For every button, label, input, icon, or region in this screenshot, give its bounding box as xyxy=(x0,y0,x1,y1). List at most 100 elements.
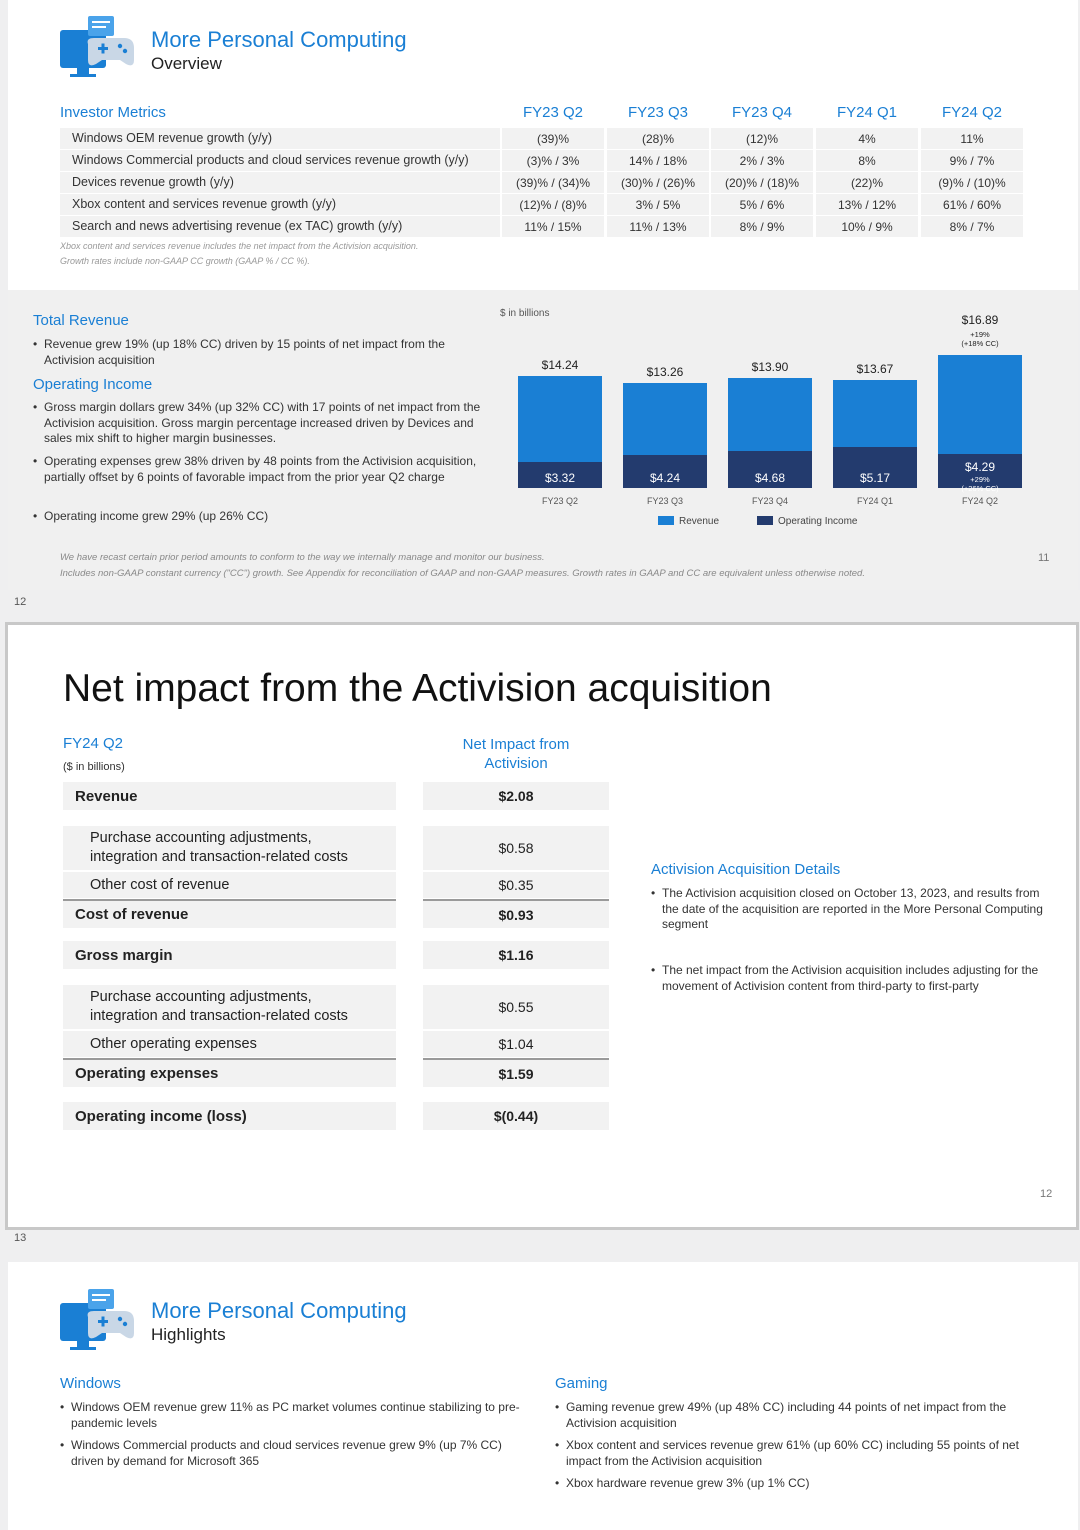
table-row: Windows OEM revenue growth (y/y) (39)% (… xyxy=(60,128,1030,150)
row-value-purchase-accounting: $0.55 xyxy=(423,985,609,1029)
slide-subtitle: Highlights xyxy=(151,1325,226,1344)
unit-label: ($ in billions) xyxy=(63,761,125,773)
operating-income-bar xyxy=(833,447,917,488)
table-row: Xbox content and services revenue growth… xyxy=(60,194,1030,216)
x-tick-label: FY24 Q2 xyxy=(961,496,999,506)
footnote: Includes non-GAAP constant currency ("CC… xyxy=(60,568,865,579)
slide-index: 12 xyxy=(14,596,27,608)
table-row: Search and news advertising revenue (ex … xyxy=(60,216,1030,238)
metrics-header: Investor Metrics FY23 Q2 FY23 Q3 FY23 Q4… xyxy=(60,100,1030,128)
quarter-header: FY23 Q3 xyxy=(627,104,689,121)
x-tick-label: FY23 Q3 xyxy=(646,496,684,506)
row-label-cost-of-revenue: Cost of revenue xyxy=(63,899,396,928)
operating-income-value-label: $3.32 xyxy=(544,471,576,485)
slide-title: More Personal Computing xyxy=(151,27,407,52)
operating-income-bar xyxy=(623,454,707,488)
row-label-other-cost-of-revenue: Other cost of revenue xyxy=(63,872,396,898)
bullet-item: Xbox hardware revenue grew 3% (up 1% CC) xyxy=(555,1476,1035,1492)
revenue-value-label: $13.90 xyxy=(751,360,789,375)
pc-gamepad-icon xyxy=(60,1289,134,1350)
metric-label: Search and news advertising revenue (ex … xyxy=(60,216,500,237)
bullet-item: The net impact from the Activision acqui… xyxy=(651,963,1046,994)
operating-income-value-label: $5.17 xyxy=(859,471,891,485)
bullet-item: Gross margin dollars grew 34% (up 32% CC… xyxy=(33,400,485,447)
legend-swatch xyxy=(757,516,773,525)
metric-cell: 4% xyxy=(816,128,918,149)
metric-cell: 8% xyxy=(816,150,918,171)
row-value-other-operating-expenses: $1.04 xyxy=(423,1031,609,1057)
table-row: Devices revenue growth (y/y) (39)% / (34… xyxy=(60,172,1030,194)
metric-cell: (39)% xyxy=(502,128,604,149)
oi-growth-cc-label: (+26% CC) xyxy=(961,484,999,494)
legend-label: Operating Income xyxy=(778,516,858,527)
metric-cell: (39)% / (34)% xyxy=(502,172,604,193)
operating-income-title: Operating Income xyxy=(33,376,153,393)
operating-income-value-label: $4.68 xyxy=(754,471,786,485)
row-label-operating-expenses: Operating expenses xyxy=(63,1058,396,1087)
legend-label: Revenue xyxy=(679,516,720,527)
slide-title: Net impact from the Activision acquisiti… xyxy=(63,667,772,710)
chart-unit-label: $ in billions xyxy=(500,308,550,319)
gaming-title: Gaming xyxy=(555,1375,608,1392)
bullet-item: Gaming revenue grew 49% (up 48% CC) incl… xyxy=(555,1400,1035,1431)
metric-cell: 11% xyxy=(921,128,1023,149)
x-tick-label: FY23 Q2 xyxy=(541,496,579,506)
period-header: FY24 Q2 xyxy=(63,735,124,752)
x-tick-label: FY24 Q1 xyxy=(856,496,894,506)
operating-income-value-label: $4.29 xyxy=(964,460,996,475)
row-label-revenue: Revenue xyxy=(63,782,396,810)
row-label-purchase-accounting: Purchase accounting adjustments, integra… xyxy=(63,826,396,870)
row-value-other-cost-of-revenue: $0.35 xyxy=(423,872,609,898)
revenue-value-label: $13.26 xyxy=(646,365,684,380)
row-label-operating-income: Operating income (loss) xyxy=(63,1102,396,1130)
row-label-line: Purchase accounting adjustments, xyxy=(90,830,312,846)
legend-revenue: Revenue xyxy=(658,516,719,527)
revenue-growth-label: +19% xyxy=(970,329,990,339)
row-value-purchase-accounting: $0.58 xyxy=(423,826,609,870)
metric-cell: 8% / 9% xyxy=(711,216,813,237)
row-value-operating-expenses: $1.59 xyxy=(423,1058,609,1087)
column-header: Activision xyxy=(484,755,548,772)
metric-cell: 10% / 9% xyxy=(816,216,918,237)
total-revenue-title: Total Revenue xyxy=(33,312,129,329)
metric-cell: 3% / 5% xyxy=(607,194,709,215)
investor-metrics-table: Investor Metrics FY23 Q2 FY23 Q3 FY23 Q4… xyxy=(60,100,1030,238)
revenue-oi-bar-chart: $14.24 $3.32 FY23 Q2 $13.26 $4.24 FY23 Q3 $13.… xyxy=(498,313,1038,540)
slide-activision-impact: Net impact from the Activision acquisiti… xyxy=(5,622,1079,1230)
row-value-cost-of-revenue: $0.93 xyxy=(423,899,609,928)
quarter-header: FY24 Q1 xyxy=(836,104,898,121)
metrics-note: Xbox content and services revenue includ… xyxy=(60,241,419,251)
footnote: We have recast certain prior period amou… xyxy=(60,552,545,563)
bullet-item: Windows OEM revenue grew 11% as PC marke… xyxy=(60,1400,530,1431)
metric-label: Windows Commercial products and cloud se… xyxy=(60,150,500,171)
quarter-header: FY23 Q4 xyxy=(731,104,793,121)
metric-cell: 13% / 12% xyxy=(816,194,918,215)
bullet-item: Operating income grew 29% (up 26% CC) xyxy=(33,509,485,525)
bullet-item: The Activision acquisition closed on Oct… xyxy=(651,886,1046,933)
metric-cell: 2% / 3% xyxy=(711,150,813,171)
oi-growth-label: +29% xyxy=(970,475,990,485)
bullet-item: Operating expenses grew 38% driven by 48… xyxy=(33,454,485,485)
metric-cell: 61% / 60% xyxy=(921,194,1023,215)
table-row: Windows Commercial products and cloud se… xyxy=(60,150,1030,172)
metric-cell: 5% / 6% xyxy=(711,194,813,215)
operating-income-bar xyxy=(518,461,602,488)
row-label-line: integration and transaction-related cost… xyxy=(90,849,348,865)
metric-cell: (3)% / 3% xyxy=(502,150,604,171)
x-tick-label: FY23 Q4 xyxy=(751,496,789,506)
metric-cell: 8% / 7% xyxy=(921,216,1023,237)
bullet-item: Windows Commercial products and cloud se… xyxy=(60,1438,530,1469)
metric-label: Devices revenue growth (y/y) xyxy=(60,172,500,193)
metric-cell: (12)% xyxy=(711,128,813,149)
bullet-item: Xbox content and services revenue grew 6… xyxy=(555,1438,1035,1469)
page-number: 12 xyxy=(1040,1188,1053,1200)
metric-label: Windows OEM revenue growth (y/y) xyxy=(60,128,500,149)
pc-gamepad-icon xyxy=(60,16,134,77)
metric-cell: 14% / 18% xyxy=(607,150,709,171)
metric-cell: (28)% xyxy=(607,128,709,149)
operating-income-bar xyxy=(728,451,812,488)
row-value-operating-income: $(0.44) xyxy=(423,1102,609,1130)
slide-title: More Personal Computing xyxy=(151,1298,407,1323)
metric-cell: 11% / 13% xyxy=(607,216,709,237)
metrics-header-label: Investor Metrics xyxy=(60,104,166,121)
